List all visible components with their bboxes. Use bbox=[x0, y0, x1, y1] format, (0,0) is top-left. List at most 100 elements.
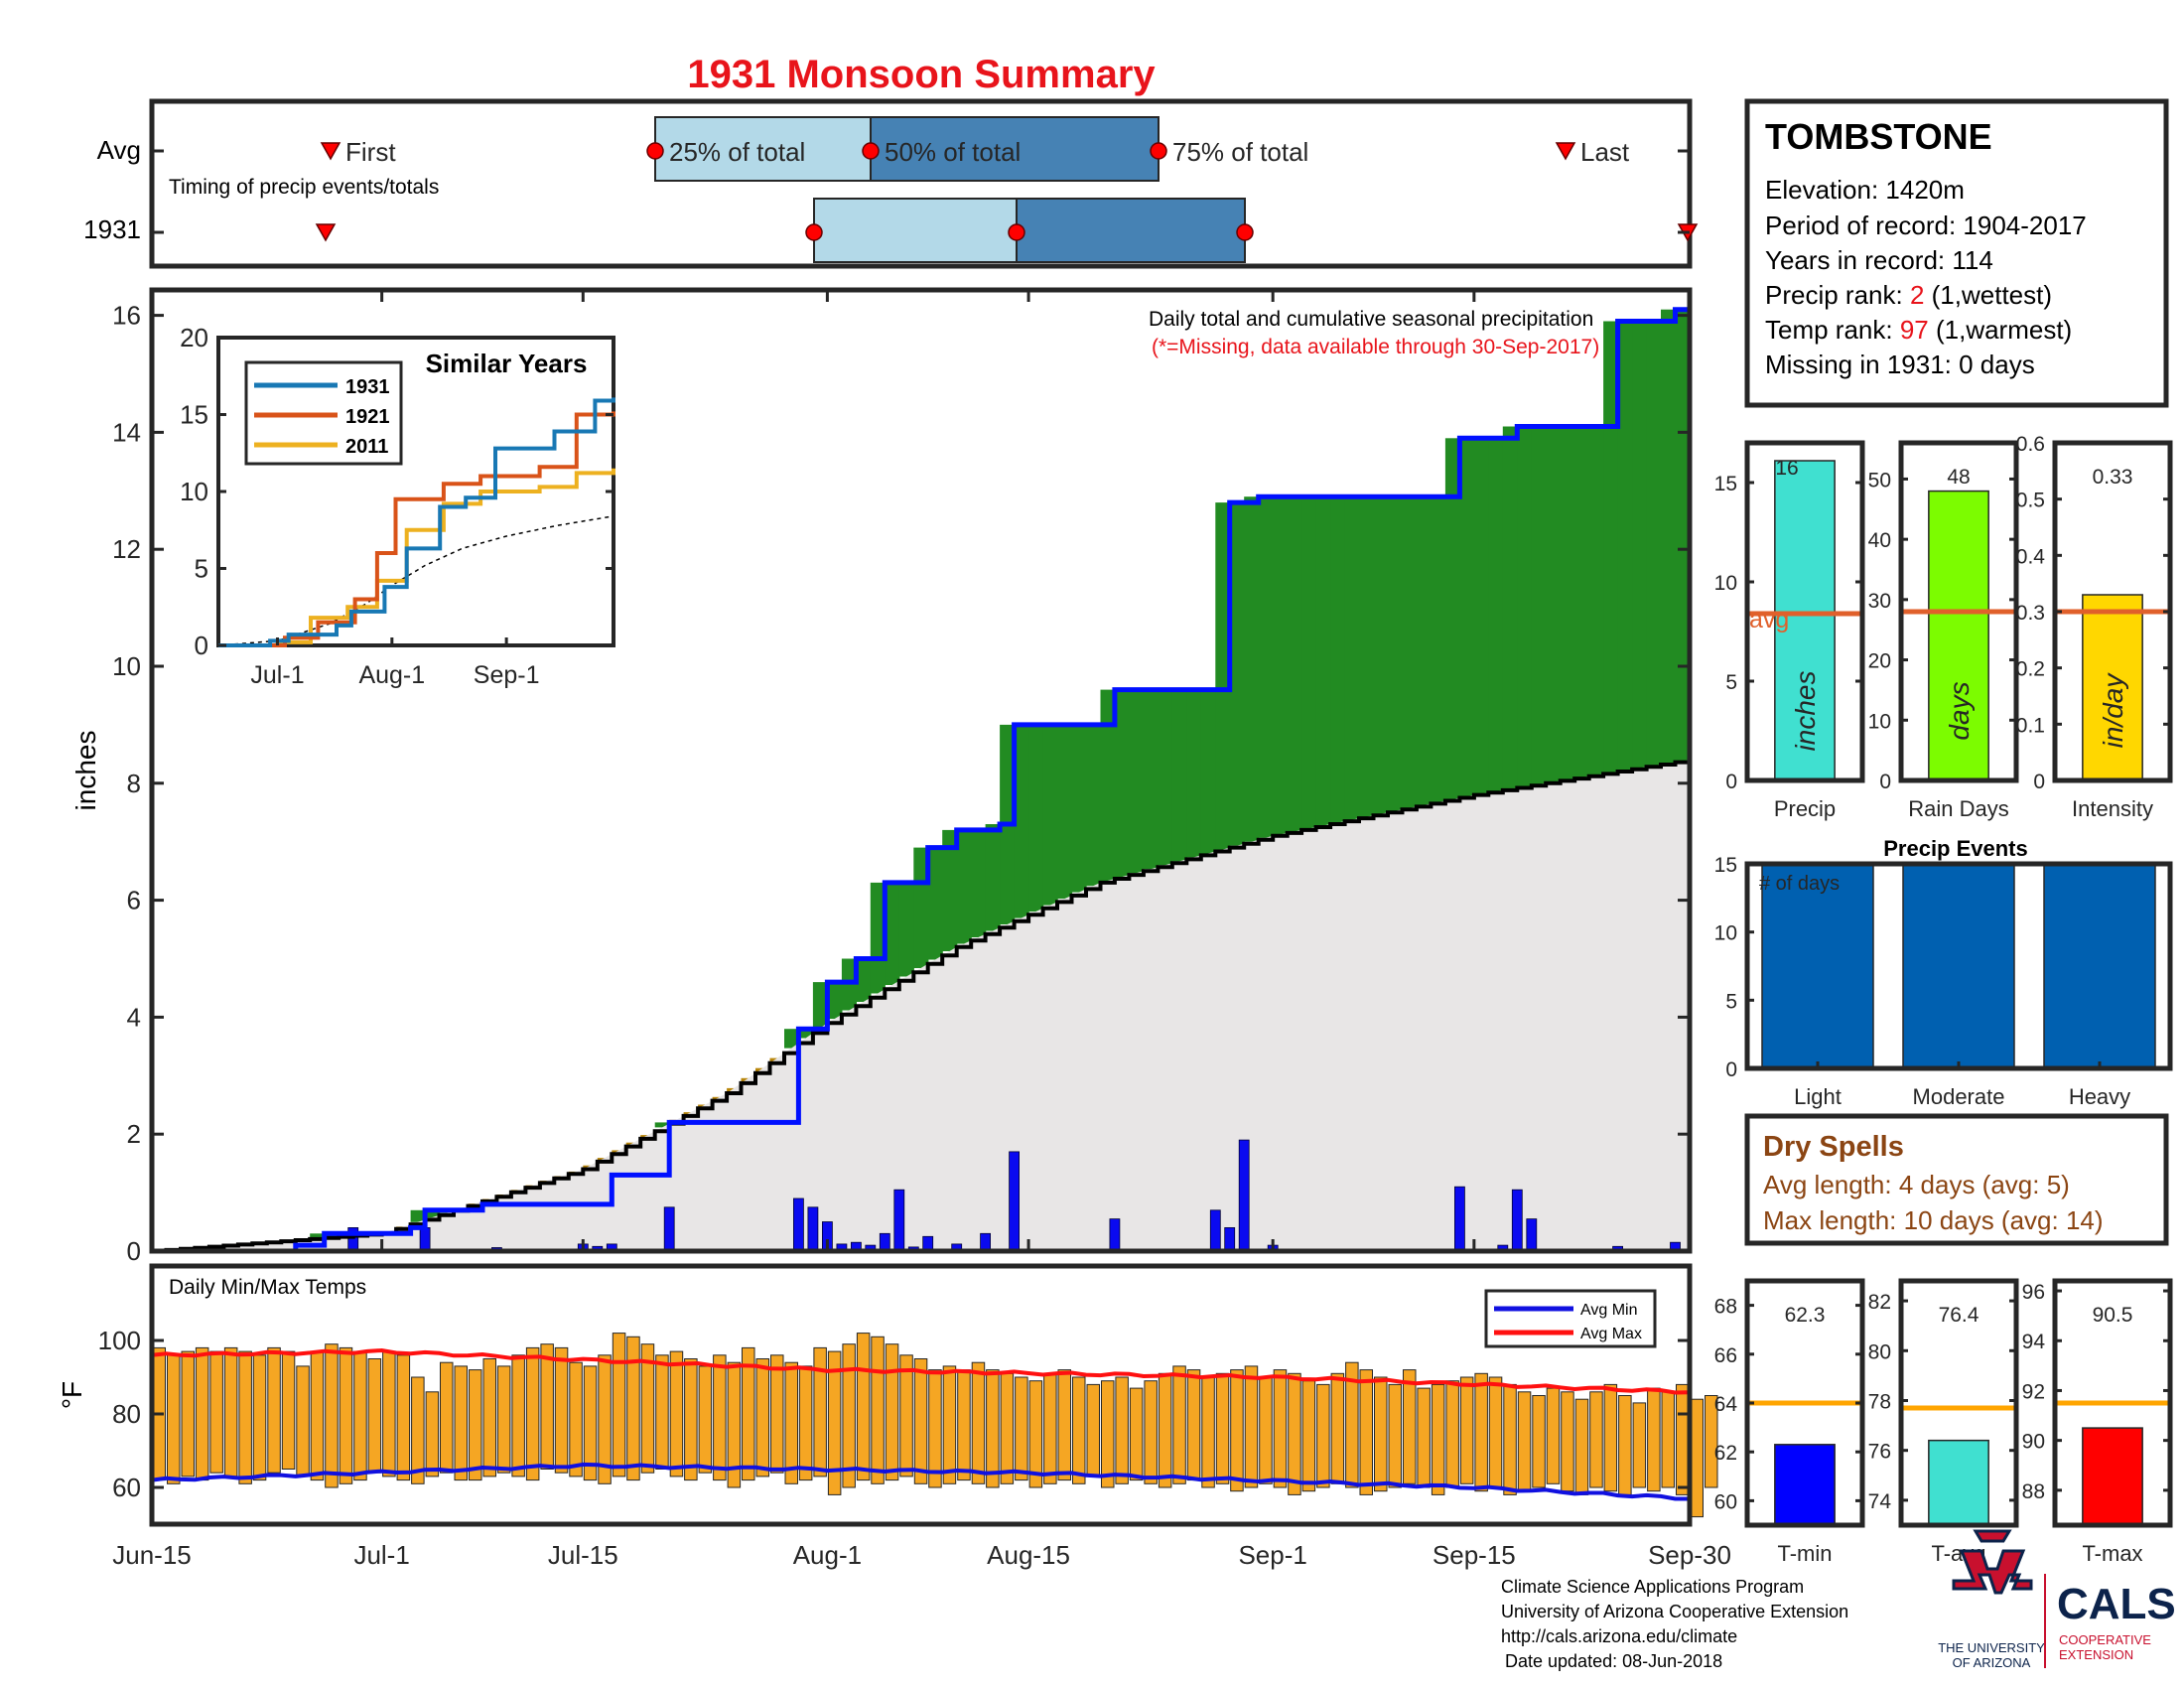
temperature-chart: 60 80 100 Daily Min/Max Temps °F Avg Min A… bbox=[57, 1263, 1718, 1527]
intensity-summary-ytick-label: 0.2 bbox=[2016, 658, 2045, 681]
daily-temp-range-bar bbox=[971, 1361, 986, 1484]
timing-1931-percentile-marker bbox=[805, 223, 823, 241]
temp-legend-box bbox=[1484, 1289, 1657, 1348]
station-precip-rank: Precip rank: 2 (1,wettest) bbox=[1765, 280, 2052, 310]
events-category-label: Light bbox=[1794, 1084, 1842, 1109]
temp-ylabel: °F bbox=[57, 1381, 87, 1409]
departure-band bbox=[971, 829, 987, 937]
tavg-summary-ytick-label: 78 bbox=[1868, 1390, 1891, 1413]
station-period: Period of record: 1904-2017 bbox=[1765, 211, 2087, 240]
station-elevation: Elevation: 1420m bbox=[1765, 175, 1965, 205]
precip-summary-unit-label: inches bbox=[1790, 671, 1821, 752]
departure-band bbox=[1129, 689, 1145, 874]
tavg-summary-bar bbox=[1928, 1439, 1989, 1526]
departure-band bbox=[1200, 689, 1216, 854]
ua-logo-text-2: OF ARIZONA bbox=[1953, 1655, 2031, 1670]
university-logo: THE UNIVERSITY OF ARIZONA CALS COOPERATI… bbox=[1938, 1529, 2176, 1670]
departure-band bbox=[856, 958, 872, 1002]
timing-first-label: First bbox=[345, 137, 396, 167]
daily-temp-range-bar bbox=[957, 1369, 971, 1481]
inset-xtick-label: Jul-1 bbox=[250, 661, 304, 689]
daily-temp-range-bar bbox=[813, 1346, 827, 1477]
tmax-summary-bar bbox=[2082, 1427, 2143, 1526]
timing-1931-50-75-box bbox=[1016, 198, 1246, 263]
timing-avg-last-marker bbox=[1555, 142, 1576, 161]
main-ytick-label: 10 bbox=[112, 651, 141, 681]
dry-spells-title: Dry Spells bbox=[1763, 1131, 1904, 1163]
main-ytick-label: 4 bbox=[127, 1002, 141, 1032]
daily-temp-range-bar bbox=[296, 1365, 310, 1477]
legend-label-2011: 2011 bbox=[345, 436, 388, 458]
intensity-summary-ytick-label: 0 bbox=[2033, 771, 2045, 793]
daily-temp-range-bar bbox=[1459, 1376, 1474, 1484]
daily-temp-range-bar bbox=[440, 1361, 454, 1474]
timing-row-label-year: 1931 bbox=[83, 214, 141, 244]
daily-temp-range-bar bbox=[1144, 1380, 1158, 1484]
departure-band bbox=[985, 824, 1001, 931]
daily-temp-range-bar bbox=[238, 1350, 252, 1484]
daily-temp-range-bar bbox=[554, 1346, 569, 1474]
raindays-summary-ytick-label: 10 bbox=[1868, 710, 1891, 733]
cumulative-1931-line bbox=[152, 307, 1693, 1254]
departure-band bbox=[1258, 496, 1274, 838]
tmax-summary-ytick-label: 96 bbox=[2022, 1281, 2045, 1304]
main-xtick-label: Jul-1 bbox=[353, 1540, 409, 1570]
legend-label-1931: 1931 bbox=[345, 376, 390, 398]
temp-rank-label: Temp rank: bbox=[1765, 315, 1900, 345]
daily-temp-range-bar bbox=[511, 1354, 525, 1477]
precip-rank-suffix: (1,wettest) bbox=[1924, 280, 2052, 310]
temp-plot-frame bbox=[149, 1263, 1693, 1527]
daily-temp-range-bar bbox=[223, 1346, 238, 1477]
intensity-summary-unit-label: in/day bbox=[2098, 672, 2128, 749]
station-years: Years in record: 114 bbox=[1765, 245, 1993, 275]
timing-last-label: Last bbox=[1580, 137, 1630, 167]
daily-precip-bar bbox=[793, 1197, 804, 1252]
station-name: TOMBSTONE bbox=[1765, 116, 1992, 157]
daily-precip-bar bbox=[1511, 1189, 1523, 1252]
timing-marks: First 25% of total 50% of total 75% of tota… bbox=[152, 116, 1699, 263]
timing-1931-first-marker bbox=[315, 223, 337, 242]
events-note: # of days bbox=[1759, 873, 1840, 895]
departure-band bbox=[1100, 689, 1116, 881]
daily-temp-range-bar bbox=[1388, 1383, 1402, 1488]
daily-temp-range-bar bbox=[411, 1376, 425, 1484]
departure-band bbox=[1402, 496, 1418, 808]
departure-band bbox=[1301, 496, 1317, 829]
main-ytick-label: 2 bbox=[127, 1119, 141, 1149]
daily-temp-range-bar bbox=[540, 1343, 554, 1470]
footer-line-2: University of Arizona Cooperative Extens… bbox=[1501, 1602, 1848, 1621]
cals-sub-text-1: COOPERATIVE bbox=[2059, 1632, 2151, 1647]
daily-temp-range-bar bbox=[871, 1336, 885, 1484]
inset-title: Similar Years bbox=[426, 349, 588, 378]
tmin-summary-ytick-label: 60 bbox=[1714, 1490, 1737, 1513]
daily-temp-range-bar bbox=[396, 1354, 411, 1481]
daily-temp-range-bar bbox=[1101, 1380, 1115, 1488]
daily-temp-range-bar bbox=[1288, 1372, 1301, 1495]
daily-temp-range-bar bbox=[1057, 1369, 1071, 1481]
departure-band bbox=[1444, 438, 1460, 799]
dry-spells-box: Dry Spells Avg length: 4 days (avg: 5) M… bbox=[1744, 1113, 2169, 1246]
daily-temp-range-bar bbox=[1561, 1391, 1574, 1492]
main-xtick-label: Sep-15 bbox=[1433, 1540, 1516, 1570]
temp-axis-ticks: 60 80 100 bbox=[98, 1326, 1690, 1502]
departure-band bbox=[1215, 502, 1231, 850]
departure-band bbox=[1617, 321, 1633, 771]
departure-band bbox=[1574, 426, 1590, 777]
intensity-summary-value-label: 0.33 bbox=[2093, 466, 2133, 489]
daily-temp-range-bar bbox=[1244, 1365, 1259, 1488]
events-ytick-label: 10 bbox=[1714, 922, 1737, 945]
departure-band bbox=[885, 882, 900, 985]
departure-band bbox=[812, 982, 828, 1029]
daily-temp-range-bar bbox=[1488, 1376, 1503, 1488]
timing-panel: Avg 1931 Timing of precip events/totals … bbox=[83, 98, 1699, 269]
temp-marks bbox=[151, 1333, 1718, 1518]
events-title: Precip Events bbox=[1883, 836, 2028, 861]
temp-ytick-label: 100 bbox=[98, 1326, 141, 1355]
daily-temp-range-bar bbox=[698, 1365, 713, 1474]
tmin-summary-ytick-label: 68 bbox=[1714, 1296, 1737, 1319]
departure-band bbox=[1071, 724, 1087, 893]
tmax-summary-ytick-label: 90 bbox=[2022, 1431, 2045, 1454]
